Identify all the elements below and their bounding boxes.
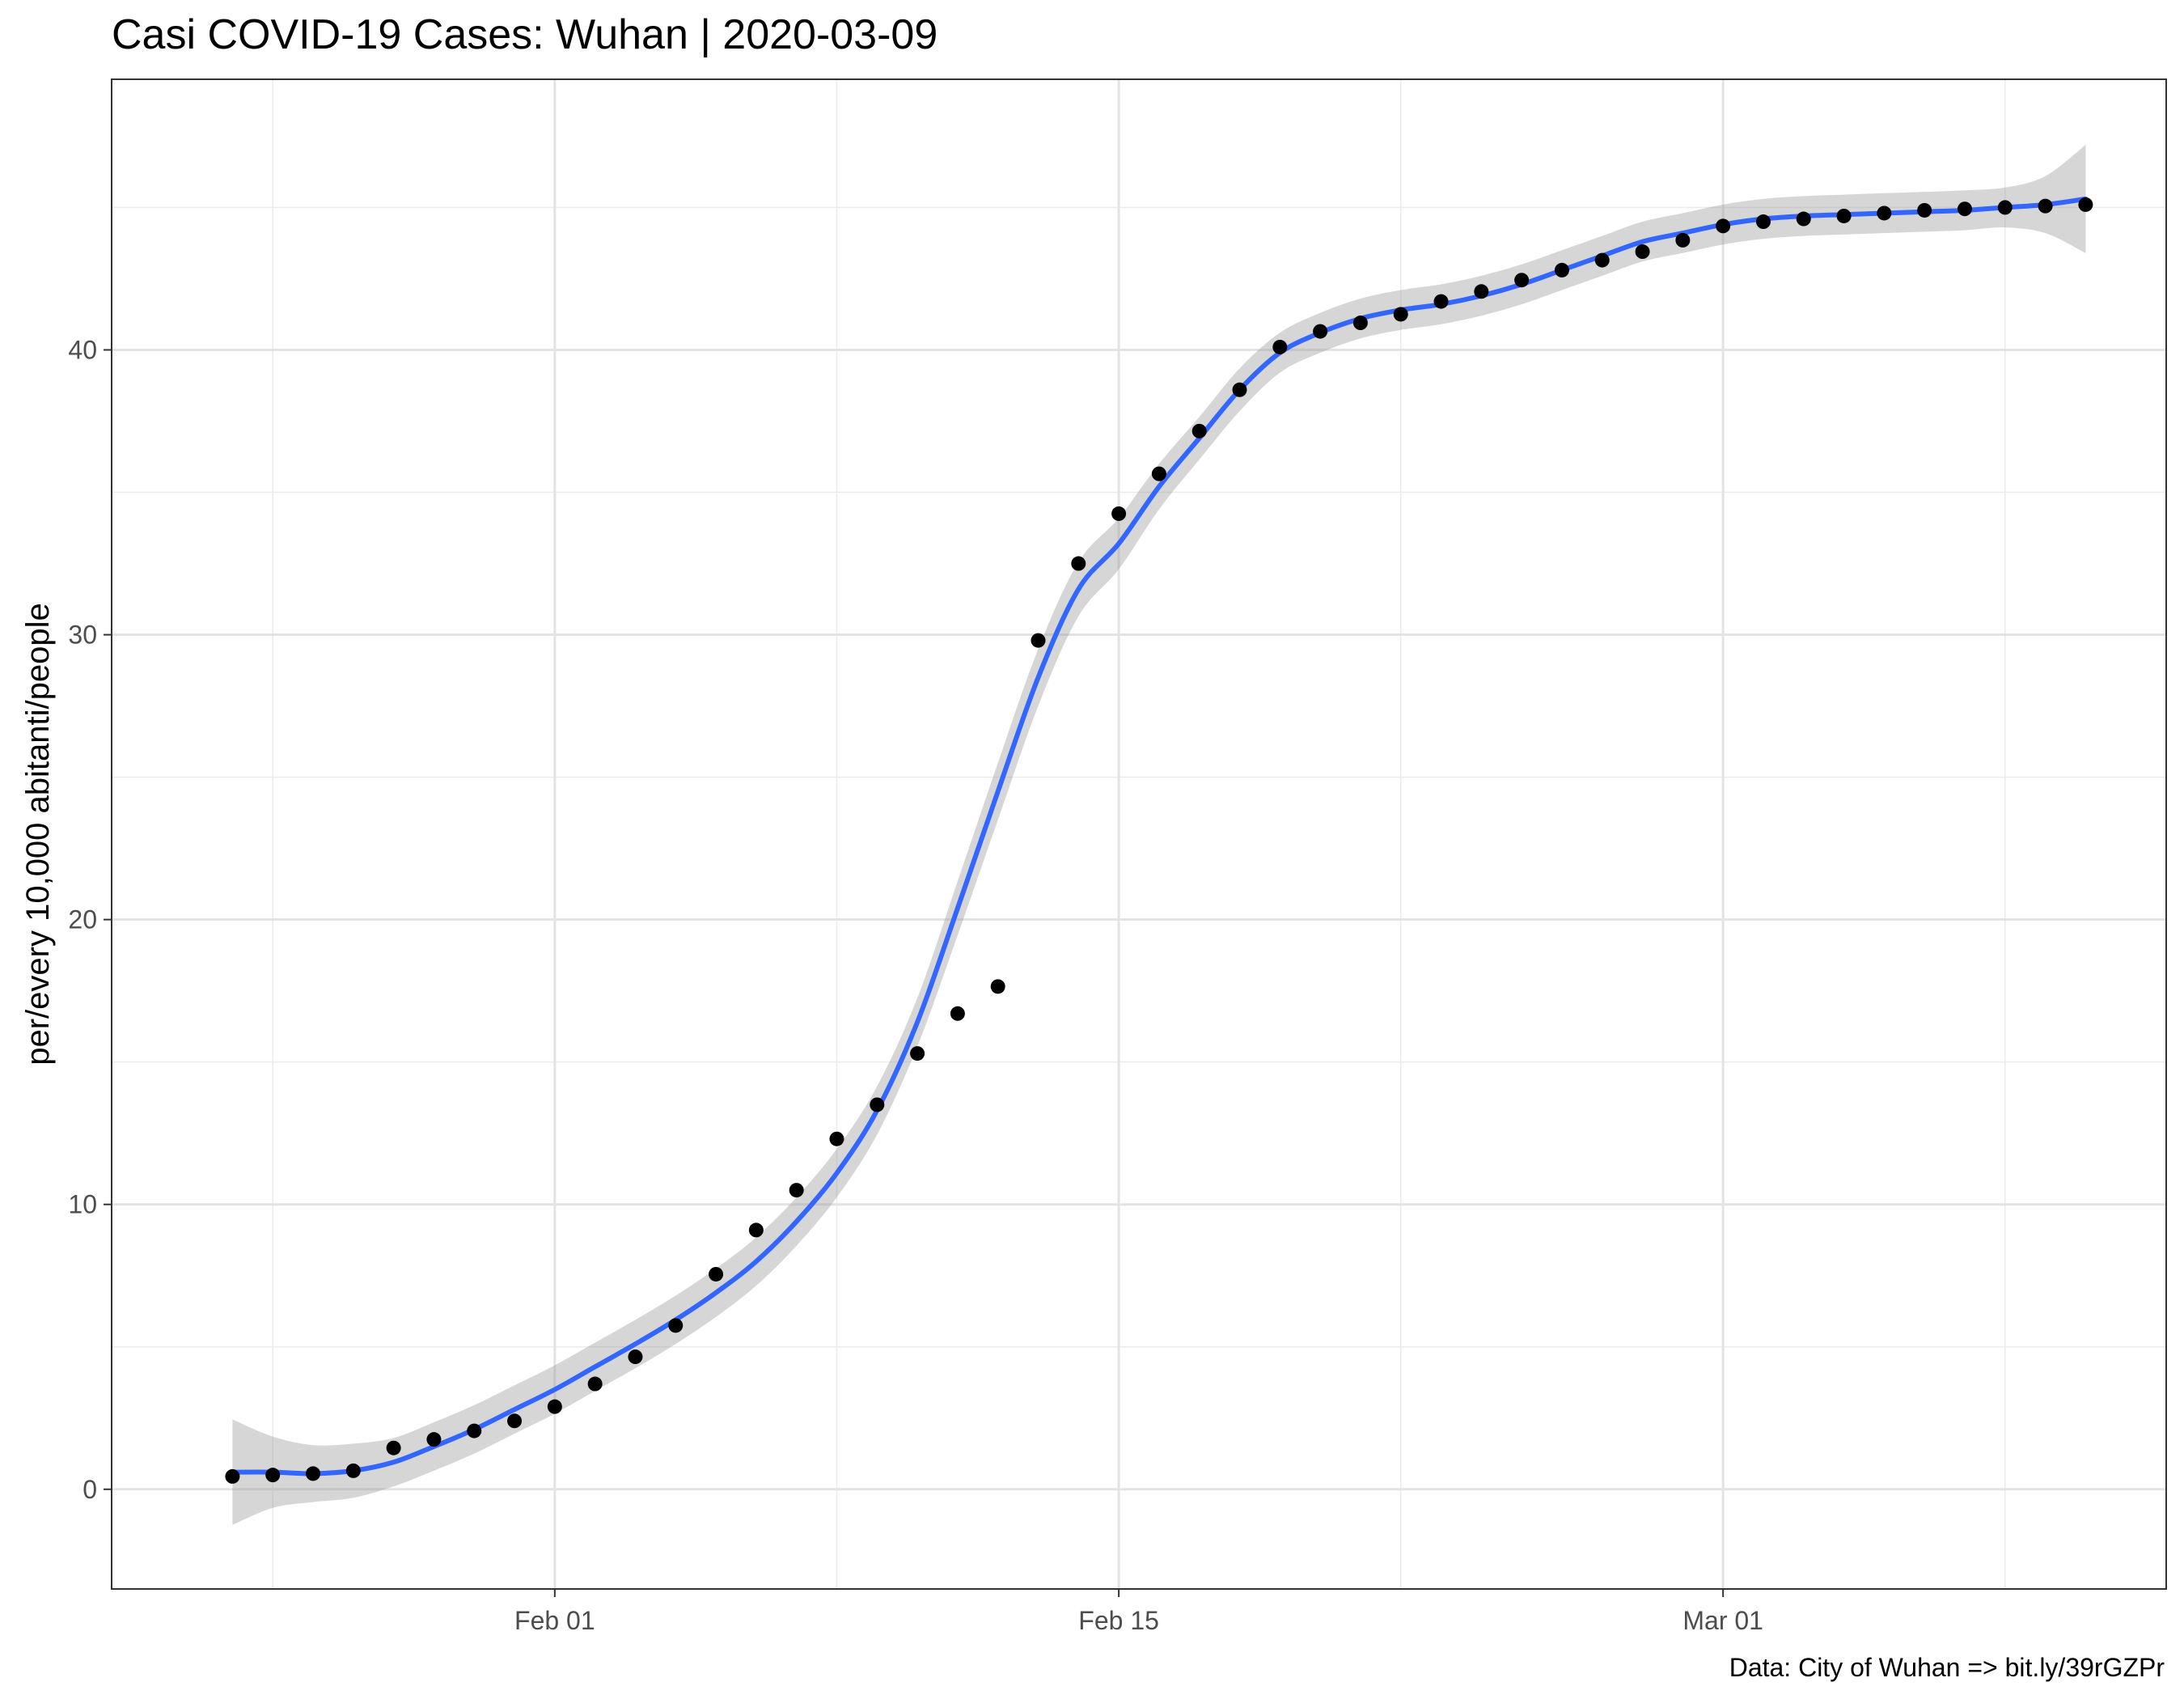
data-point (1031, 633, 1046, 648)
data-point (709, 1266, 724, 1282)
data-point (1796, 211, 1811, 227)
data-point (265, 1468, 281, 1483)
y-tick-label: 30 (68, 621, 97, 650)
data-point (1474, 284, 1489, 299)
data-point (587, 1376, 603, 1392)
data-point (547, 1399, 562, 1414)
data-point (467, 1423, 482, 1438)
y-tick-label: 20 (68, 905, 97, 934)
data-point (2038, 198, 2053, 214)
data-point (1313, 324, 1328, 339)
data-point (1917, 202, 1932, 218)
data-point (1554, 262, 1569, 278)
data-point (1272, 339, 1288, 354)
data-point (748, 1222, 764, 1238)
data-point (225, 1468, 240, 1484)
y-tick-label: 0 (83, 1475, 97, 1504)
data-point (1957, 201, 1972, 217)
y-axis: 0 10 20 30 40 (68, 335, 112, 1504)
data-point (870, 1097, 885, 1112)
chart-title: Casi COVID-19 Cases: Wuhan | 2020-03-09 (112, 11, 938, 58)
data-point (1151, 466, 1166, 481)
data-point (628, 1349, 643, 1365)
data-point (1755, 214, 1771, 230)
data-point (1191, 423, 1207, 439)
data-point (345, 1463, 361, 1478)
data-point (1433, 294, 1449, 309)
chart-caption: Data: City of Wuhan => bit.ly/39rGZPr (1729, 1653, 2165, 1682)
data-point (1675, 232, 1691, 248)
y-axis-title: per/every 10,000 abitanti/people (20, 603, 56, 1066)
data-point (507, 1413, 523, 1429)
data-point (306, 1466, 321, 1481)
data-point (1716, 218, 1731, 234)
data-point (789, 1183, 804, 1198)
data-point (1997, 200, 2013, 215)
y-tick-label: 40 (68, 335, 97, 364)
data-point (1071, 556, 1086, 571)
data-point (990, 979, 1005, 994)
plot-panel (112, 79, 2166, 1589)
x-tick-label: Feb 01 (514, 1606, 595, 1635)
data-point (426, 1432, 442, 1447)
data-point (1514, 273, 1530, 288)
data-point (910, 1046, 925, 1061)
data-point (1393, 307, 1408, 322)
x-axis: Feb 01 Feb 15 Mar 01 (514, 1589, 1763, 1635)
data-point (668, 1318, 684, 1333)
x-tick-label: Mar 01 (1682, 1606, 1763, 1635)
x-tick-label: Feb 15 (1078, 1606, 1159, 1635)
data-point (950, 1006, 965, 1021)
data-point (1635, 244, 1650, 260)
data-point (829, 1131, 844, 1146)
data-point (1877, 205, 1892, 221)
data-points-layer (225, 197, 2093, 1484)
y-tick-label: 10 (68, 1190, 97, 1219)
data-point (1594, 252, 1610, 268)
plot-border (111, 78, 2167, 1590)
grid-lines (112, 79, 2166, 1589)
data-point (2078, 197, 2093, 212)
data-point (1232, 382, 1247, 397)
data-point (1836, 208, 1852, 223)
data-point (1111, 506, 1127, 521)
data-point (1352, 316, 1368, 331)
data-point (386, 1440, 401, 1455)
